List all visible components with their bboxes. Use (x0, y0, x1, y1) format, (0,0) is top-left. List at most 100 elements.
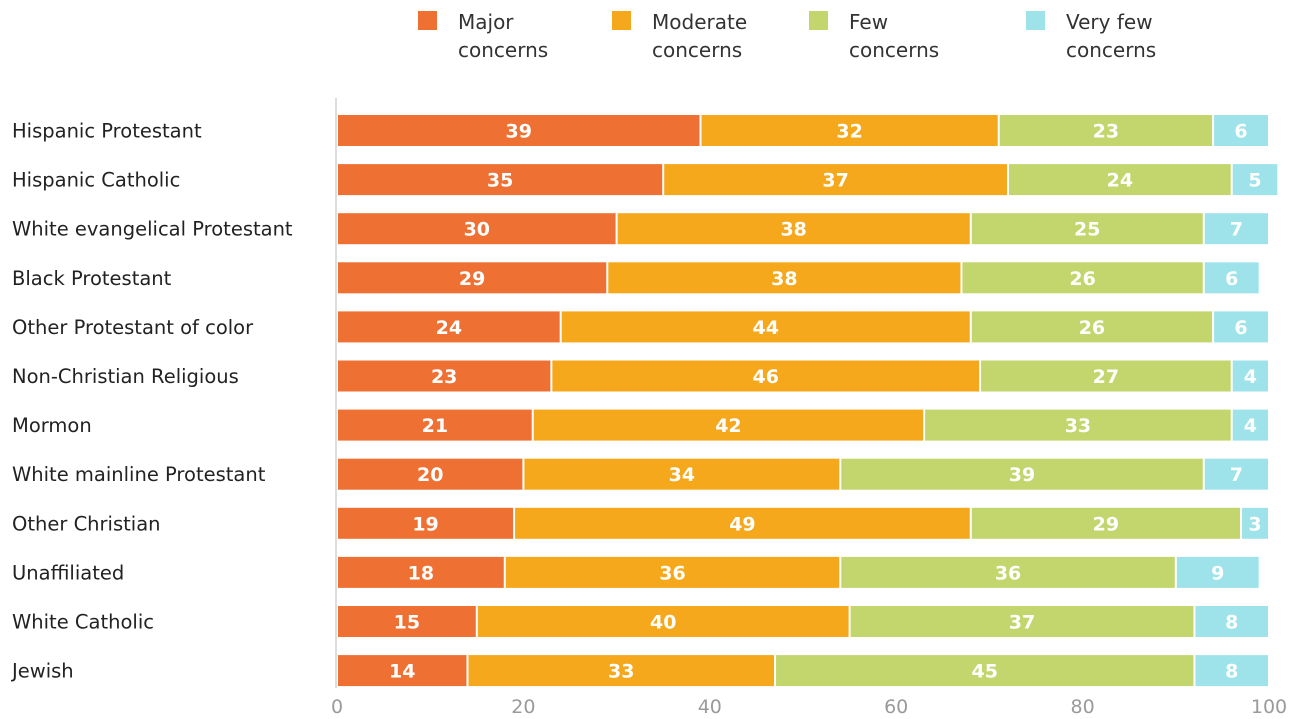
legend-swatch (612, 11, 631, 30)
bar-moderate-concerns (664, 164, 1008, 196)
category-label: Mormon (12, 414, 92, 437)
bar-very-few-concerns (1214, 311, 1268, 343)
bar-value-label: 42 (715, 415, 741, 437)
bar-value-label: 6 (1225, 268, 1238, 290)
bar-value-label: 7 (1230, 464, 1243, 486)
bar-very-few-concerns (1195, 655, 1268, 687)
bar-value-label: 6 (1234, 121, 1247, 143)
bar-very-few-concerns (1232, 409, 1268, 441)
bar-value-label: 15 (394, 612, 420, 634)
x-tick-label: 60 (884, 696, 908, 718)
bar-value-label: 5 (1248, 170, 1261, 192)
bar-value-label: 27 (1093, 366, 1119, 388)
bar-moderate-concerns (515, 507, 970, 539)
bar-very-few-concerns (1176, 556, 1259, 588)
bar-few-concerns (971, 311, 1213, 343)
bar-few-concerns (776, 655, 1194, 687)
category-label: White Catholic (12, 611, 154, 634)
bar-value-label: 32 (836, 121, 862, 143)
bar-value-label: 20 (417, 464, 443, 486)
bar-very-few-concerns (1204, 458, 1268, 490)
category-label: Black Protestant (12, 267, 172, 290)
bar-major-concerns (338, 311, 560, 343)
bar-value-label: 33 (1065, 415, 1091, 437)
bar-value-label: 36 (995, 562, 1021, 584)
bar-major-concerns (338, 409, 532, 441)
bar-value-label: 7 (1230, 219, 1243, 241)
bar-value-label: 39 (506, 121, 532, 143)
bar-value-label: 26 (1079, 317, 1105, 339)
x-tick-label: 20 (511, 696, 535, 718)
bar-very-few-concerns (1204, 262, 1259, 294)
bar-value-label: 9 (1211, 562, 1224, 584)
bar-value-label: 30 (464, 219, 490, 241)
bar-major-concerns (338, 655, 467, 687)
bar-value-label: 4 (1244, 415, 1257, 437)
bar-value-label: 19 (412, 513, 438, 535)
bar-major-concerns (338, 262, 607, 294)
category-label: Other Christian (12, 512, 161, 535)
bar-value-label: 6 (1234, 317, 1247, 339)
bar-value-label: 44 (752, 317, 778, 339)
x-axis-ticks: 0 20 40 60 80 100 (331, 696, 1287, 718)
bar-major-concerns (338, 606, 476, 637)
bar-major-concerns (338, 164, 663, 196)
bar-few-concerns (1009, 164, 1231, 196)
bar-value-label: 37 (1009, 612, 1035, 634)
bar-moderate-concerns (608, 262, 961, 294)
bar-value-label: 45 (972, 661, 998, 683)
bar-very-few-concerns (1232, 360, 1268, 392)
bar-few-concerns (850, 606, 1194, 637)
legend-swatch (1026, 11, 1045, 30)
bar-value-label: 4 (1244, 366, 1257, 388)
legend-label: Major concerns (458, 10, 549, 62)
category-label: Unaffiliated (12, 561, 124, 584)
bar-value-label: 25 (1074, 219, 1100, 241)
bar-moderate-concerns (552, 360, 980, 392)
bar-value-label: 8 (1225, 661, 1238, 683)
bar-moderate-concerns (477, 606, 849, 637)
bar-moderate-concerns (561, 311, 970, 343)
bar-major-concerns (338, 556, 504, 588)
bar-value-label: 49 (729, 513, 755, 535)
bar-value-label: 38 (771, 268, 797, 290)
bar-few-concerns (999, 115, 1213, 146)
category-label: Non-Christian Religious (12, 365, 239, 388)
bar-value-label: 23 (431, 366, 457, 388)
bar-very-few-concerns (1242, 507, 1268, 539)
bar-moderate-concerns (524, 458, 840, 490)
bar-very-few-concerns (1232, 164, 1278, 196)
legend-label: Very few concerns (1066, 10, 1157, 62)
bar-value-label: 36 (659, 562, 685, 584)
bar-few-concerns (971, 507, 1241, 539)
bar-few-concerns (962, 262, 1203, 294)
bar-value-label: 23 (1093, 121, 1119, 143)
bar-very-few-concerns (1204, 213, 1268, 245)
bar-few-concerns (841, 556, 1175, 588)
bar-value-label: 18 (408, 562, 434, 584)
bar-value-label: 39 (1009, 464, 1035, 486)
category-label: White evangelical Protestant (12, 218, 293, 241)
bar-major-concerns (338, 115, 700, 146)
bar-value-label: 37 (822, 170, 848, 192)
category-label: Jewish (10, 660, 74, 683)
bar-value-label: 38 (780, 219, 806, 241)
bar-moderate-concerns (468, 655, 775, 687)
legend-swatch (418, 11, 437, 30)
bar-major-concerns (338, 507, 514, 539)
category-label: White mainline Protestant (12, 463, 266, 486)
bar-major-concerns (338, 213, 616, 245)
bar-value-label: 3 (1248, 513, 1261, 535)
category-labels: Hispanic Protestant Hispanic Catholic Whit… (10, 120, 293, 683)
legend-label: Few concerns (849, 10, 940, 62)
bar-value-label: 14 (389, 661, 415, 683)
bar-value-label: 34 (669, 464, 695, 486)
bar-moderate-concerns (701, 115, 998, 146)
bar-value-label: 24 (436, 317, 462, 339)
bar-few-concerns (971, 213, 1203, 245)
bar-few-concerns (925, 409, 1231, 441)
bar-moderate-concerns (533, 409, 924, 441)
category-label: Hispanic Catholic (12, 169, 180, 192)
bars-group: 39 32 23 635 37 24 530 38 25 729 38 26 624 44 26 623 46 2… (338, 115, 1278, 687)
